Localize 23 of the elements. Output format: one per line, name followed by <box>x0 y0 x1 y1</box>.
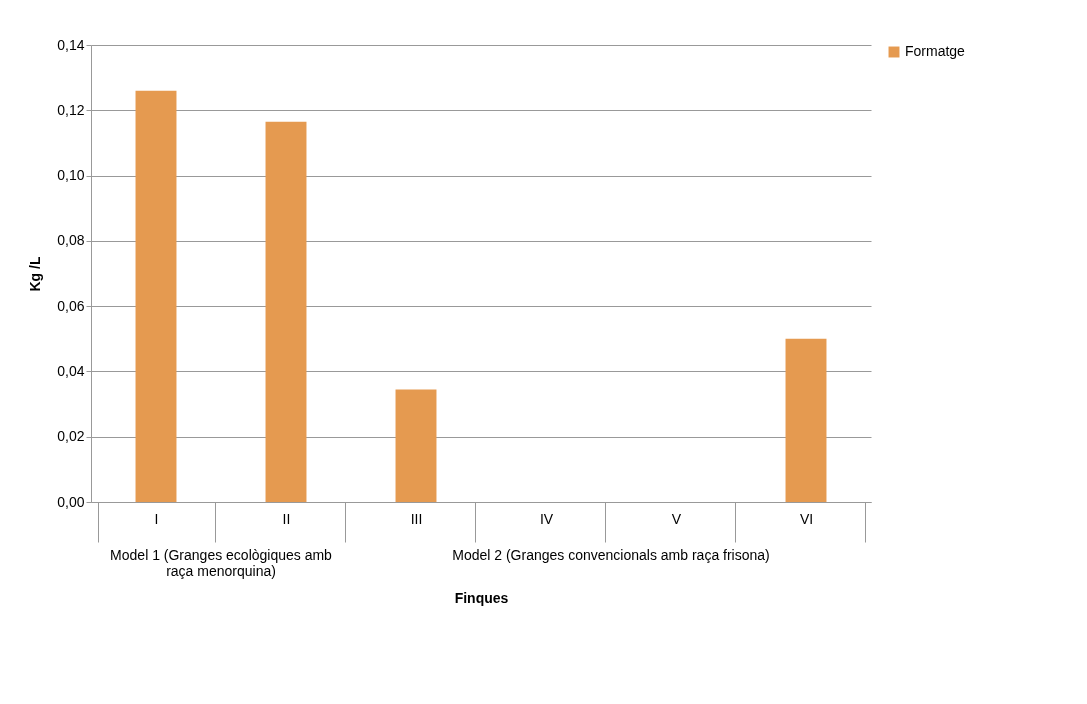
x-tick-label: IV <box>539 510 554 527</box>
bar <box>395 389 437 502</box>
y-tick-label: 0,04 <box>57 362 85 379</box>
y-tick-label: 0,00 <box>57 493 85 510</box>
bar <box>135 90 177 502</box>
y-tick-label: 0,10 <box>57 167 85 184</box>
x-axis-title: Finques <box>454 589 509 606</box>
y-tick-label: 0,02 <box>57 428 85 445</box>
x-tick-label: VI <box>799 510 814 527</box>
x-tick-label: III <box>410 510 423 527</box>
y-tick-label: 0,06 <box>57 297 85 314</box>
text: Model 1 (Granges ecològiques amb raça menorquina) <box>110 547 333 579</box>
y-tick-label: 0,08 <box>57 232 85 249</box>
y-tick-label: 0,14 <box>57 36 85 53</box>
x-tick-label: I <box>154 510 159 527</box>
bar <box>265 121 307 502</box>
x-tick-label: V <box>671 510 682 527</box>
x-tick-label: II <box>282 510 291 527</box>
bar <box>785 338 827 502</box>
text: Model 2 (Granges convencionals amb raça frisona) <box>452 547 770 563</box>
legend-label: Formatge <box>905 43 966 59</box>
y-axis-title: Kg /L <box>27 256 44 292</box>
y-tick-label: 0,12 <box>57 101 85 118</box>
